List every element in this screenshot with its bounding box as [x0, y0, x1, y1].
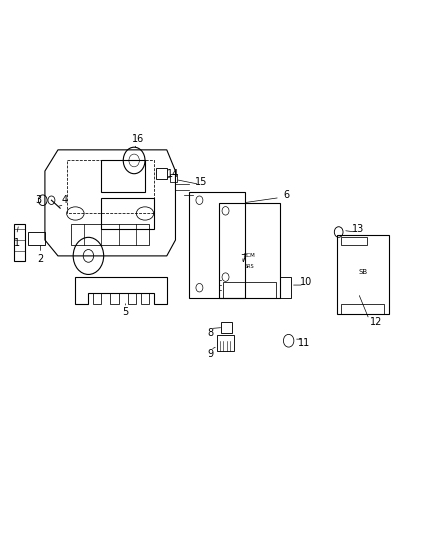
- Text: 11: 11: [298, 338, 310, 349]
- Bar: [188, 192, 245, 298]
- Bar: [223, 282, 276, 298]
- Bar: [341, 237, 367, 245]
- Bar: [221, 322, 232, 333]
- Text: 10: 10: [300, 277, 312, 287]
- Bar: [336, 235, 389, 314]
- Bar: [93, 293, 102, 304]
- Text: 5: 5: [122, 306, 128, 317]
- Bar: [219, 203, 280, 298]
- Text: SRS: SRS: [245, 264, 254, 269]
- Text: 1: 1: [14, 238, 20, 248]
- Text: 13: 13: [352, 224, 364, 235]
- Text: 8: 8: [207, 328, 213, 338]
- Bar: [280, 277, 291, 298]
- Bar: [110, 293, 119, 304]
- Text: 2: 2: [37, 254, 44, 263]
- Text: 15: 15: [195, 176, 208, 187]
- Bar: [102, 198, 154, 229]
- Bar: [28, 232, 45, 245]
- Text: SB: SB: [358, 269, 367, 275]
- Text: 6: 6: [283, 190, 290, 200]
- Bar: [170, 174, 177, 182]
- Bar: [341, 304, 385, 314]
- Bar: [141, 293, 149, 304]
- Text: 12: 12: [370, 317, 382, 327]
- Text: 3: 3: [35, 195, 42, 205]
- Text: ECM: ECM: [244, 253, 255, 259]
- Bar: [14, 224, 25, 261]
- Text: 14: 14: [167, 169, 180, 179]
- Bar: [217, 335, 234, 351]
- Text: 16: 16: [132, 134, 145, 144]
- Bar: [102, 160, 145, 192]
- Text: 4: 4: [61, 195, 67, 205]
- Text: 7: 7: [240, 254, 246, 263]
- Text: 9: 9: [207, 349, 213, 359]
- Bar: [127, 293, 136, 304]
- Bar: [156, 168, 167, 179]
